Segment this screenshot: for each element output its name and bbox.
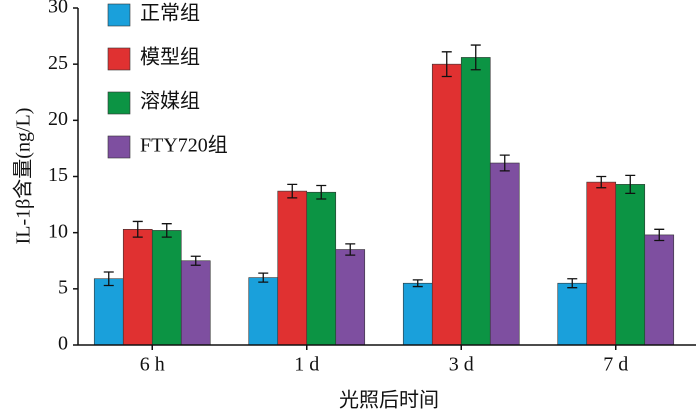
legend-label: 溶媒组 [140,90,200,113]
bar [277,190,308,346]
legend-swatch [107,47,131,71]
x-tick-label: 3 d [449,354,474,376]
y-tick-label: 0 [58,333,68,355]
bar [431,63,462,346]
y-tick-label: 10 [48,220,68,242]
bar [248,277,279,346]
x-tick-label: 1 d [294,354,319,376]
error-bar [287,183,298,199]
x-tick-label: 7 d [603,354,628,376]
y-tick-label: 5 [58,276,68,298]
error-bar [316,184,327,200]
bar [151,230,182,346]
error-bar [499,154,510,172]
error-bar [596,175,607,189]
bar [122,228,153,346]
legend-swatch [107,135,131,159]
error-bar [190,255,201,266]
y-tick-label: 15 [48,164,68,186]
error-bar [567,278,578,289]
bar [489,162,520,346]
error-bar [345,243,356,256]
error-bar [258,272,269,283]
y-tick-label: 20 [48,108,68,130]
error-bar [625,174,636,194]
bar [557,282,588,346]
error-bar [654,228,665,242]
x-tick-label: 6 h [140,354,165,376]
bar [644,234,675,346]
legend-label: FTY720组 [140,134,228,157]
legend-swatch [107,91,131,115]
y-axis-label: IL-1β含量(ng/L) [12,108,35,245]
error-bar [132,220,143,238]
bar [615,184,646,346]
y-tick-label: 25 [48,52,68,74]
bar [93,278,124,346]
legend-swatch [107,3,131,27]
legend-label: 正常组 [140,2,200,25]
x-axis-label: 光照后时间 [339,389,439,412]
legend-label: 模型组 [140,46,200,69]
bar [586,181,617,346]
y-tick-label: 30 [48,0,68,18]
error-bar [470,44,481,71]
bar [460,57,491,346]
bar [335,249,366,346]
error-bar [441,51,452,78]
bar [180,260,211,346]
error-bar [412,279,423,288]
bar [306,191,337,346]
bar [402,282,433,346]
error-bar [103,271,114,287]
error-bar [161,223,172,238]
